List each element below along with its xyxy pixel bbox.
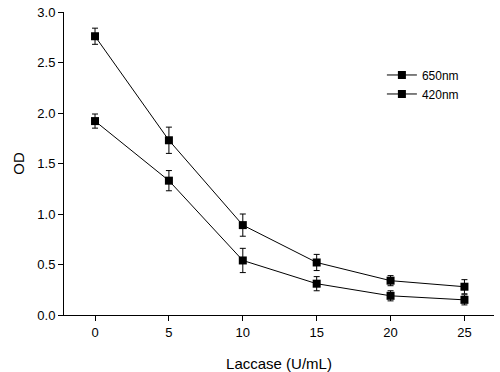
svg-text:650nm: 650nm: [422, 69, 459, 83]
svg-text:OD: OD: [10, 152, 27, 175]
svg-text:2.0: 2.0: [37, 106, 55, 121]
svg-text:2.5: 2.5: [37, 55, 55, 70]
svg-text:0: 0: [91, 325, 98, 340]
svg-text:0.5: 0.5: [37, 257, 55, 272]
svg-text:1.0: 1.0: [37, 207, 55, 222]
svg-text:10: 10: [236, 325, 250, 340]
svg-text:Laccase (U/mL): Laccase (U/mL): [226, 355, 332, 372]
svg-text:20: 20: [383, 325, 397, 340]
svg-text:420nm: 420nm: [422, 88, 459, 102]
svg-text:25: 25: [457, 325, 471, 340]
svg-text:15: 15: [309, 325, 323, 340]
svg-text:0.0: 0.0: [37, 308, 55, 323]
svg-text:1.5: 1.5: [37, 156, 55, 171]
svg-text:3.0: 3.0: [37, 5, 55, 20]
svg-text:5: 5: [165, 325, 172, 340]
